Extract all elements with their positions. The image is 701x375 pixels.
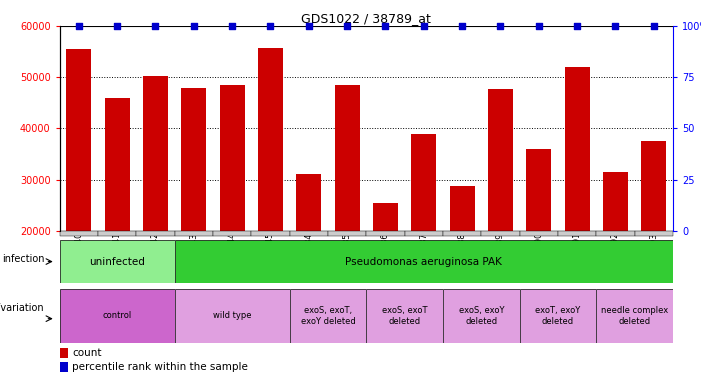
Point <box>265 23 276 29</box>
Point <box>533 23 545 29</box>
Bar <box>67 49 91 231</box>
Text: exoS, exoT,
exoY deleted: exoS, exoT, exoY deleted <box>301 306 355 326</box>
Bar <box>565 67 590 231</box>
Bar <box>404 231 443 236</box>
Bar <box>603 172 628 231</box>
Bar <box>328 231 366 236</box>
Bar <box>597 231 634 236</box>
Text: exoT, exoY
deleted: exoT, exoY deleted <box>536 306 580 326</box>
Bar <box>488 89 513 231</box>
Bar <box>175 231 213 236</box>
Text: control: control <box>102 311 132 320</box>
Bar <box>251 231 290 236</box>
Bar <box>443 231 482 236</box>
Bar <box>482 231 519 236</box>
Bar <box>60 348 68 358</box>
Point <box>380 23 391 29</box>
Bar <box>143 76 168 231</box>
Text: exoS, exoT
deleted: exoS, exoT deleted <box>382 306 428 326</box>
Point <box>418 23 430 29</box>
Point <box>571 23 583 29</box>
Text: genotype/variation: genotype/variation <box>0 303 44 313</box>
Bar <box>519 231 558 236</box>
Bar <box>526 149 551 231</box>
Point <box>303 23 314 29</box>
Text: uninfected: uninfected <box>89 256 145 267</box>
Point <box>610 23 621 29</box>
Bar <box>104 98 130 231</box>
Bar <box>373 202 398 231</box>
Text: infection: infection <box>2 254 44 264</box>
Text: wild type: wild type <box>213 311 252 320</box>
Point <box>73 23 84 29</box>
Bar <box>213 231 251 236</box>
Bar <box>366 231 404 236</box>
Point <box>648 23 660 29</box>
Bar <box>290 231 328 236</box>
Bar <box>258 48 283 231</box>
Text: needle complex
deleted: needle complex deleted <box>601 306 668 326</box>
Point <box>456 23 468 29</box>
Bar <box>98 231 136 236</box>
Text: Pseudomonas aeruginosa PAK: Pseudomonas aeruginosa PAK <box>346 256 502 267</box>
Bar <box>182 88 206 231</box>
Bar <box>297 174 321 231</box>
Point <box>150 23 161 29</box>
Bar <box>136 231 175 236</box>
Point <box>111 23 123 29</box>
Bar <box>60 231 98 236</box>
Bar <box>60 362 68 372</box>
Title: GDS1022 / 38789_at: GDS1022 / 38789_at <box>301 12 431 25</box>
Text: count: count <box>72 348 102 358</box>
Text: percentile rank within the sample: percentile rank within the sample <box>72 362 248 372</box>
Text: exoS, exoY
deleted: exoS, exoY deleted <box>458 306 504 326</box>
Bar <box>219 85 245 231</box>
Point <box>495 23 506 29</box>
Point <box>341 23 353 29</box>
Bar <box>411 134 436 231</box>
Point <box>226 23 238 29</box>
Bar <box>334 85 360 231</box>
Bar <box>634 231 673 236</box>
Bar <box>558 231 597 236</box>
Point <box>188 23 199 29</box>
Bar <box>641 141 666 231</box>
Bar <box>449 186 475 231</box>
